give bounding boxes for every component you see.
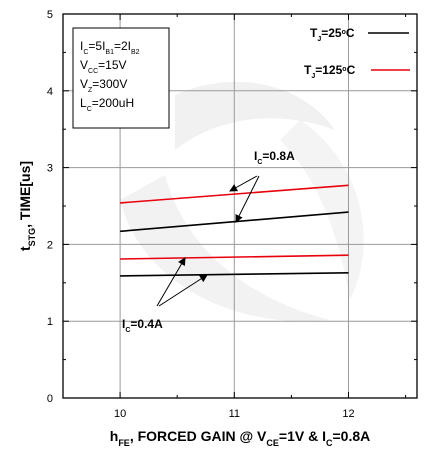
annotation-arrow xyxy=(235,175,260,223)
condition-line: LC=200uH xyxy=(80,96,134,113)
series-lines xyxy=(120,184,349,277)
x-tick-label: 10 xyxy=(114,408,126,420)
legend: TJ=25oC TJ=125oC xyxy=(304,26,410,80)
legend-label: TJ=125oC xyxy=(304,63,356,80)
x-tick-label: 12 xyxy=(342,408,354,420)
annotation-arrow xyxy=(158,274,208,307)
series-line xyxy=(120,272,349,277)
x-axis-title: hFE, FORCED GAIN @ VCE=1V & IC=0.8A xyxy=(110,428,371,448)
y-tick-label: 5 xyxy=(47,9,53,21)
y-tick-label: 4 xyxy=(47,86,53,98)
conditions-frame xyxy=(72,27,170,129)
annotation-label-0.8A: IC=0.8A xyxy=(254,149,295,166)
annotation-arrow xyxy=(156,257,186,307)
series-line xyxy=(120,254,349,260)
condition-line: IC=5IB1=2IB2 xyxy=(80,39,140,56)
y-tick-label: 2 xyxy=(47,239,53,251)
condition-line: VZ=300V xyxy=(80,77,127,94)
y-tick-label: 0 xyxy=(47,393,53,405)
annotation-label-0.4A: IC=0.4A xyxy=(122,317,163,334)
annotations: IC=0.8A IC=0.4A xyxy=(122,149,295,334)
series-line xyxy=(120,211,349,233)
annotation-arrow xyxy=(229,175,258,192)
y-axis-title: tSTG, TIME[us] xyxy=(17,161,37,251)
watermark-shape xyxy=(175,81,335,150)
watermark-shape xyxy=(120,175,330,322)
y-tick-label: 1 xyxy=(47,316,53,328)
x-tick-label: 11 xyxy=(229,408,240,420)
y-tick-label: 3 xyxy=(47,163,53,175)
conditions-box: IC=5IB1=2IB2 VCC=15V VZ=300V LC=200uH xyxy=(72,27,170,129)
condition-line: VCC=15V xyxy=(80,58,127,75)
legend-label: TJ=25oC xyxy=(310,26,355,43)
series-line xyxy=(120,184,349,204)
axis-ticks xyxy=(62,13,417,399)
